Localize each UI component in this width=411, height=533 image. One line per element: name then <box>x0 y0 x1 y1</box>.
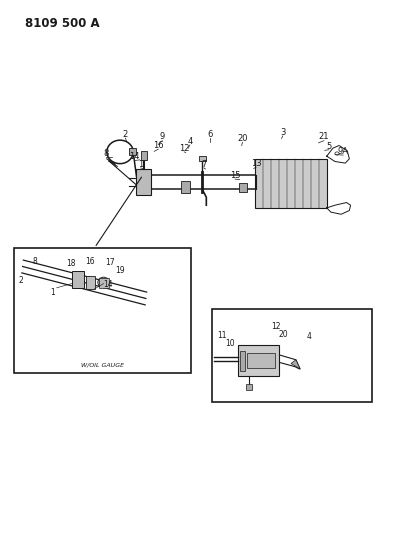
Text: 12: 12 <box>179 144 189 152</box>
Bar <box>181 181 190 193</box>
Text: 21: 21 <box>319 133 329 141</box>
Text: 5: 5 <box>326 142 331 150</box>
Text: 8: 8 <box>103 149 109 158</box>
Text: 15: 15 <box>230 171 240 180</box>
Text: 8109 500 A: 8109 500 A <box>25 17 99 30</box>
Bar <box>141 151 147 159</box>
Polygon shape <box>291 360 300 369</box>
Text: W/OIL GAUGE: W/OIL GAUGE <box>81 363 124 368</box>
Ellipse shape <box>335 152 339 155</box>
Text: 12: 12 <box>271 322 281 330</box>
Text: 16: 16 <box>85 257 95 265</box>
Bar <box>240 351 245 371</box>
Bar <box>255 159 327 208</box>
Text: 1: 1 <box>138 160 143 168</box>
Bar <box>129 148 136 155</box>
Text: 4: 4 <box>307 333 312 341</box>
Text: 20: 20 <box>237 134 248 143</box>
Bar <box>136 169 151 195</box>
Bar <box>247 353 275 368</box>
Bar <box>199 156 206 161</box>
Text: 4: 4 <box>187 137 192 146</box>
Ellipse shape <box>98 277 109 288</box>
Text: 7: 7 <box>201 160 207 168</box>
Text: 2: 2 <box>123 130 128 139</box>
Text: 18: 18 <box>66 260 76 268</box>
Text: 8: 8 <box>32 257 37 265</box>
Text: 9: 9 <box>160 133 165 141</box>
Text: 10: 10 <box>225 340 235 348</box>
Text: 1: 1 <box>50 288 55 296</box>
Bar <box>86 276 95 289</box>
Bar <box>239 183 247 192</box>
Bar <box>212 309 372 402</box>
Text: 11: 11 <box>217 332 227 340</box>
Bar <box>14 248 191 373</box>
Text: 3: 3 <box>280 128 286 136</box>
Text: 20: 20 <box>279 330 289 338</box>
Bar <box>99 278 109 288</box>
Text: 19: 19 <box>115 266 125 274</box>
Text: 14: 14 <box>129 152 140 161</box>
Text: 9A: 9A <box>338 147 349 156</box>
Text: 2: 2 <box>19 277 24 285</box>
Text: 13: 13 <box>251 159 261 168</box>
Text: 17: 17 <box>105 259 115 267</box>
Text: 16: 16 <box>153 141 164 150</box>
Bar <box>238 345 279 376</box>
Text: 6: 6 <box>207 130 212 139</box>
Text: 14: 14 <box>103 280 113 288</box>
Bar <box>246 384 252 390</box>
Bar <box>72 271 84 288</box>
